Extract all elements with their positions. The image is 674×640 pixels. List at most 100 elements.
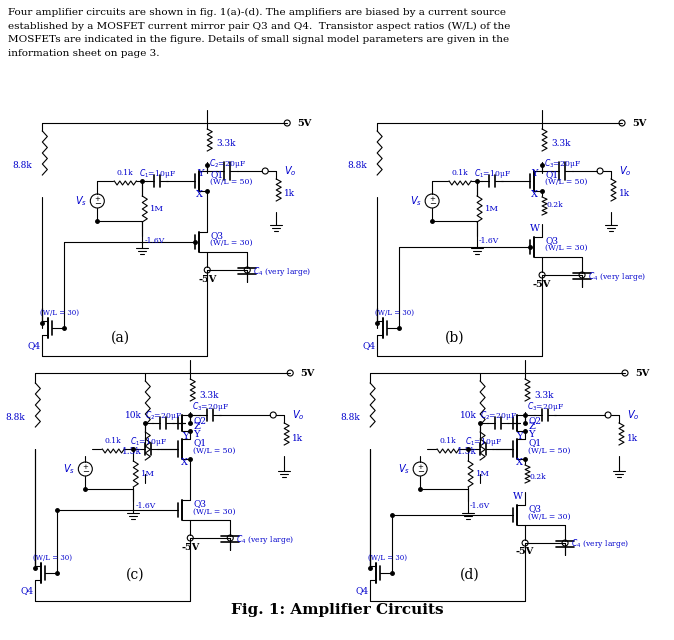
- Text: Q1: Q1: [528, 438, 541, 447]
- Text: −: −: [82, 467, 89, 477]
- Text: 0.1k: 0.1k: [440, 437, 456, 445]
- Text: (W/L = 30): (W/L = 30): [210, 239, 253, 247]
- Text: W: W: [513, 492, 523, 500]
- Text: 8.8k: 8.8k: [13, 161, 32, 170]
- Text: (d): (d): [460, 568, 480, 582]
- Text: 1k: 1k: [284, 189, 295, 198]
- Text: Q2: Q2: [528, 417, 541, 426]
- Text: (W/L = 30): (W/L = 30): [528, 513, 571, 521]
- Text: $C_2$=20μF: $C_2$=20μF: [209, 157, 246, 170]
- Text: $V_o$: $V_o$: [627, 408, 640, 422]
- Text: $C_3$=20μF: $C_3$=20μF: [192, 399, 228, 413]
- Text: +: +: [417, 463, 423, 470]
- Text: 5V: 5V: [300, 369, 315, 378]
- Text: 5V: 5V: [632, 118, 646, 127]
- Text: 3.3k: 3.3k: [534, 390, 553, 399]
- Text: (W/L = 50): (W/L = 50): [193, 447, 236, 455]
- Text: Q3: Q3: [193, 499, 206, 509]
- Text: X: X: [531, 189, 538, 198]
- Text: (c): (c): [126, 568, 145, 582]
- Text: (W/L = 50): (W/L = 50): [545, 178, 588, 186]
- Text: Q3: Q3: [528, 504, 541, 513]
- Text: (b): (b): [446, 331, 465, 345]
- Text: Q2: Q2: [193, 417, 206, 426]
- Text: 1.5k: 1.5k: [457, 447, 477, 456]
- Text: -1.6V: -1.6V: [135, 502, 156, 510]
- Text: Q4: Q4: [355, 586, 368, 595]
- Text: -1.6V: -1.6V: [144, 237, 164, 245]
- Text: 1.5k: 1.5k: [123, 447, 142, 456]
- Text: 10k: 10k: [125, 410, 142, 419]
- Text: -1.6V: -1.6V: [470, 502, 491, 510]
- Text: $V_s$: $V_s$: [63, 462, 75, 476]
- Text: Q1: Q1: [210, 170, 223, 179]
- Text: X: X: [516, 458, 523, 467]
- Text: (W/L = 30): (W/L = 30): [193, 508, 236, 516]
- Text: Q1: Q1: [193, 438, 206, 447]
- Text: Y: Y: [182, 431, 188, 440]
- Text: 8.8k: 8.8k: [347, 161, 367, 170]
- Text: $C_4$ (very large): $C_4$ (very large): [571, 538, 629, 550]
- Text: -5V: -5V: [533, 280, 551, 289]
- Text: Q3: Q3: [545, 237, 558, 246]
- Text: 0.2k: 0.2k: [546, 201, 563, 209]
- Text: Y: Y: [193, 429, 200, 438]
- Text: 1M: 1M: [485, 205, 499, 213]
- Text: W: W: [530, 223, 540, 232]
- Text: 5V: 5V: [297, 118, 311, 127]
- Text: Z: Z: [528, 422, 535, 431]
- Text: (W/L = 30): (W/L = 30): [368, 554, 407, 562]
- Text: $C_3$=20μF: $C_3$=20μF: [544, 157, 580, 170]
- Text: Q3: Q3: [210, 232, 223, 241]
- Text: Q4: Q4: [27, 342, 40, 351]
- Text: $V_s$: $V_s$: [398, 462, 410, 476]
- Text: Q4: Q4: [20, 586, 33, 595]
- Text: $C_2$=20μF: $C_2$=20μF: [480, 408, 516, 422]
- Text: $C_3$=20μF: $C_3$=20μF: [526, 399, 563, 413]
- Text: $C_2$=20μF: $C_2$=20μF: [145, 408, 182, 422]
- Text: $V_o$: $V_o$: [284, 164, 297, 178]
- Text: Q1: Q1: [545, 170, 558, 179]
- Text: −: −: [429, 200, 435, 209]
- Text: $C_4$ (very large): $C_4$ (very large): [237, 532, 295, 545]
- Text: $C_4$ (very large): $C_4$ (very large): [253, 264, 311, 278]
- Text: $C_1$=10μF: $C_1$=10μF: [139, 166, 176, 179]
- Text: (W/L = 50): (W/L = 50): [210, 178, 253, 186]
- Text: 3.3k: 3.3k: [216, 138, 236, 147]
- Text: 0.2k: 0.2k: [529, 473, 546, 481]
- Text: 0.1k: 0.1k: [117, 169, 133, 177]
- Text: Fig. 1: Amplifier Circuits: Fig. 1: Amplifier Circuits: [231, 603, 443, 617]
- Text: +: +: [429, 195, 435, 202]
- Text: -5V: -5V: [181, 543, 200, 552]
- Text: 1M: 1M: [476, 470, 490, 478]
- Text: $C_1$=10μF: $C_1$=10μF: [464, 435, 501, 447]
- Text: Y: Y: [532, 168, 538, 177]
- Text: 1M: 1M: [142, 470, 155, 478]
- Text: Z: Z: [193, 422, 200, 431]
- Text: Y: Y: [516, 431, 523, 440]
- Text: $V_o$: $V_o$: [293, 408, 305, 422]
- Text: -5V: -5V: [516, 547, 534, 557]
- Text: established by a MOSFET current mirror pair Q3 and Q4.  Transistor aspect ratios: established by a MOSFET current mirror p…: [8, 22, 511, 31]
- Text: $C_1$=10μF: $C_1$=10μF: [474, 166, 511, 179]
- Text: 5V: 5V: [635, 369, 649, 378]
- Text: 10k: 10k: [460, 410, 477, 419]
- Text: (W/L = 30): (W/L = 30): [375, 309, 414, 317]
- Text: 1k: 1k: [619, 189, 630, 198]
- Text: -1.6V: -1.6V: [479, 237, 499, 245]
- Text: $V_o$: $V_o$: [619, 164, 632, 178]
- Text: 1M: 1M: [150, 205, 164, 213]
- Text: (W/L = 50): (W/L = 50): [528, 447, 570, 455]
- Text: X: X: [196, 189, 204, 198]
- Text: −: −: [94, 200, 101, 209]
- Text: (a): (a): [111, 331, 130, 345]
- Text: Y: Y: [197, 168, 204, 177]
- Text: 3.3k: 3.3k: [551, 138, 571, 147]
- Text: $V_s$: $V_s$: [75, 194, 88, 208]
- Text: +: +: [94, 195, 100, 202]
- Text: Y: Y: [528, 429, 534, 438]
- Text: information sheet on page 3.: information sheet on page 3.: [8, 49, 160, 58]
- Text: MOSFETs are indicated in the figure. Details of small signal model parameters ar: MOSFETs are indicated in the figure. Det…: [8, 35, 510, 44]
- Text: $C_1$=10μF: $C_1$=10μF: [130, 435, 166, 447]
- Text: $V_s$: $V_s$: [410, 194, 422, 208]
